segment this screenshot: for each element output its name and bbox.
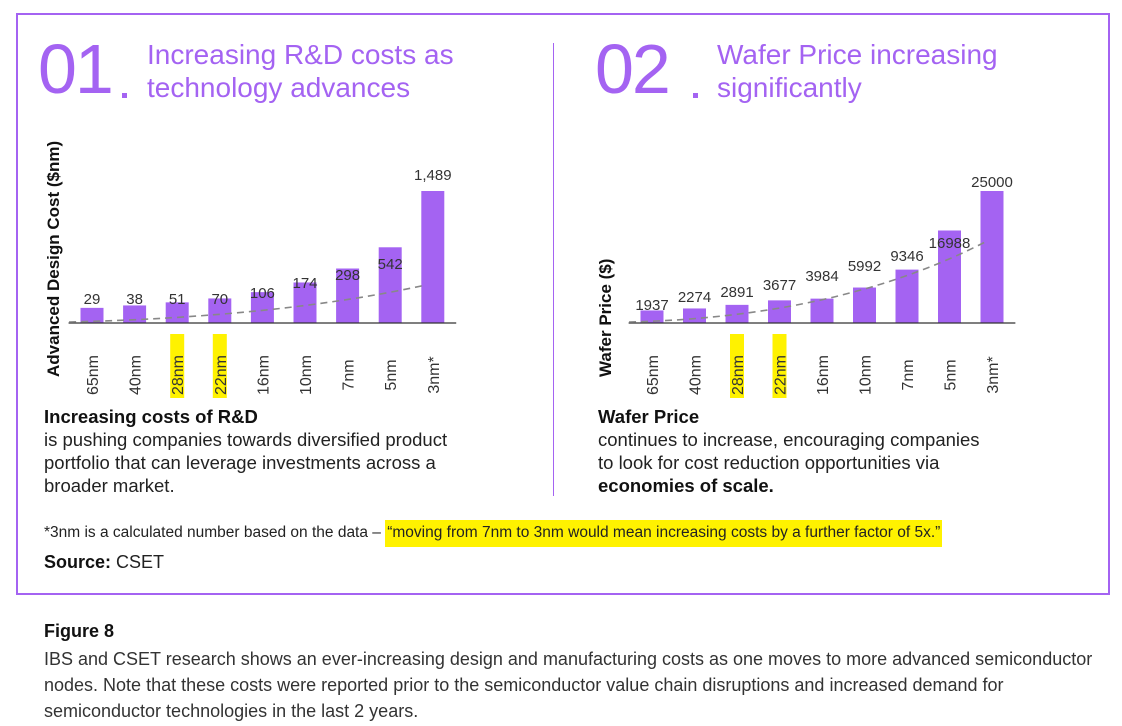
x-tick-label: 10nm bbox=[298, 355, 315, 395]
bar bbox=[683, 308, 706, 323]
bar bbox=[336, 268, 360, 323]
panel2-number-dot bbox=[693, 93, 698, 98]
bar bbox=[810, 298, 834, 323]
x-tick-label: 5nm bbox=[383, 359, 400, 390]
source-label: Source: bbox=[44, 552, 112, 572]
bar bbox=[938, 230, 961, 323]
x-tick-label: 3nm* bbox=[985, 356, 1002, 393]
panel2-desc-title: Wafer Price bbox=[598, 406, 700, 427]
data-label: 16988 bbox=[929, 235, 971, 252]
panel2-number: 02 bbox=[595, 30, 671, 108]
x-tick-label: 65nm bbox=[645, 355, 662, 395]
x-tick-label: 10nm bbox=[858, 355, 875, 395]
x-tick-label: 40nm bbox=[688, 355, 705, 395]
data-label: 106 bbox=[250, 285, 275, 302]
panel1-title-line2: technology advances bbox=[147, 72, 411, 103]
highlight-marker bbox=[212, 334, 227, 398]
data-label: 51 bbox=[169, 291, 186, 308]
panel2-desc-line: continues to increase, encouraging compa… bbox=[598, 429, 980, 450]
footnote: *3nm is a calculated number based on the… bbox=[44, 520, 943, 547]
figure-caption-title: Figure 8 bbox=[44, 621, 115, 641]
panel2-title: Wafer Price increasing significantly bbox=[717, 38, 998, 104]
x-tick-label: 22nm bbox=[213, 355, 230, 395]
highlight-marker bbox=[730, 334, 744, 398]
panel2-desc-bold: economies of scale. bbox=[598, 475, 774, 496]
panel2-desc-line: to look for cost reduction opportunities… bbox=[598, 452, 940, 473]
x-tick-label: 28nm bbox=[170, 355, 187, 395]
bar bbox=[123, 305, 147, 323]
panel2-title-line2: significantly bbox=[717, 72, 862, 103]
source-value: CSET bbox=[111, 552, 165, 572]
data-label: 1,489 bbox=[414, 167, 452, 184]
data-label: 298 bbox=[335, 267, 360, 284]
highlight-marker bbox=[170, 334, 185, 398]
data-label: 25000 bbox=[971, 174, 1013, 191]
x-tick-label: 16nm bbox=[255, 355, 272, 395]
data-label: 29 bbox=[84, 291, 101, 308]
x-tick-label: 28nm bbox=[730, 355, 747, 395]
bar bbox=[980, 191, 1004, 323]
x-tick-label: 3nm* bbox=[426, 356, 443, 393]
footnote-prefix: *3nm is a calculated number based on the… bbox=[44, 524, 386, 541]
data-label: 174 bbox=[292, 275, 317, 292]
data-label: 3984 bbox=[805, 268, 838, 285]
panel1-desc-line: portfolio that can leverage investments … bbox=[44, 452, 436, 473]
data-label: 2891 bbox=[720, 284, 753, 301]
bar bbox=[853, 287, 876, 323]
bar bbox=[250, 292, 274, 323]
x-tick-label: 7nm bbox=[341, 359, 358, 390]
panel1-number-dot bbox=[122, 93, 127, 98]
data-label: 38 bbox=[126, 291, 143, 308]
bar bbox=[895, 269, 919, 323]
panel1-description: Increasing costs of R&D is pushing compa… bbox=[44, 405, 447, 497]
bar bbox=[293, 282, 317, 323]
panel1-number: 01 bbox=[38, 30, 114, 108]
panel1-desc-line: broader market. bbox=[44, 475, 175, 496]
trend-line bbox=[68, 284, 427, 323]
bar bbox=[378, 247, 402, 323]
x-tick-label: 40nm bbox=[128, 355, 145, 395]
x-tick-label: 22nm bbox=[773, 355, 790, 395]
panel2-description: Wafer Price continues to increase, encou… bbox=[598, 405, 980, 497]
figure-frame bbox=[16, 13, 1110, 595]
data-label: 70 bbox=[211, 291, 228, 308]
source: Source: CSET bbox=[44, 552, 164, 573]
panel1-title: Increasing R&D costs as technology advan… bbox=[147, 38, 454, 104]
panel1-title-line1: Increasing R&D costs as bbox=[147, 39, 454, 70]
bar bbox=[421, 191, 445, 323]
x-tick-label: 7nm bbox=[900, 359, 917, 390]
panel1-desc-title: Increasing costs of R&D bbox=[44, 406, 258, 427]
data-label: 2274 bbox=[678, 289, 711, 306]
data-label: 542 bbox=[378, 256, 403, 273]
bar bbox=[640, 310, 664, 323]
panel1-desc-line: is pushing companies towards diversified… bbox=[44, 429, 448, 450]
data-label: 5992 bbox=[848, 258, 881, 275]
bar bbox=[208, 298, 232, 323]
data-label: 3677 bbox=[763, 277, 796, 294]
x-tick-label: 16nm bbox=[815, 355, 832, 395]
figure-caption-text: IBS and CSET research shows an ever-incr… bbox=[44, 649, 1093, 721]
data-label: 9346 bbox=[890, 248, 923, 265]
highlight-marker bbox=[772, 334, 787, 398]
bar bbox=[80, 307, 104, 323]
footnote-quote: “moving from 7nm to 3nm would mean incre… bbox=[385, 520, 943, 547]
data-label: 1937 bbox=[635, 297, 668, 314]
panel2-title-line1: Wafer Price increasing bbox=[717, 39, 998, 70]
trend-line bbox=[628, 241, 986, 323]
x-tick-label: 5nm bbox=[943, 359, 960, 390]
bar bbox=[768, 300, 791, 323]
panel-divider bbox=[553, 43, 554, 496]
x-tick-label: 65nm bbox=[85, 355, 102, 395]
